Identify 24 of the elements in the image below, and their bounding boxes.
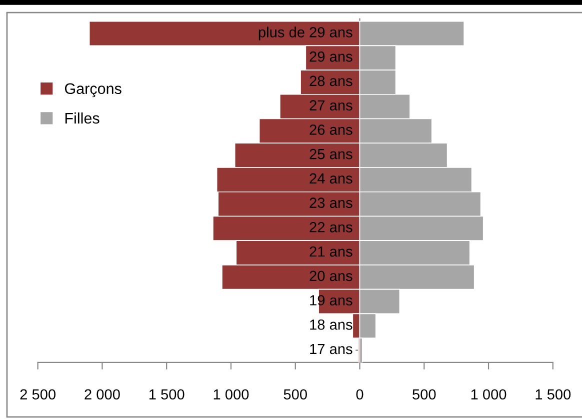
- y-tick-label: 26 ans: [310, 124, 352, 135]
- y-tick-label: 17 ans: [310, 344, 352, 354]
- y-tick-label: 27 ans: [310, 100, 352, 110]
- legend-label: Filles: [65, 112, 100, 124]
- y-tick-label: 22 ans: [310, 222, 352, 232]
- x-tick-label: 1 500: [149, 389, 184, 400]
- x-tick-label: 500: [284, 389, 307, 400]
- y-tick-label: 25 ans: [310, 148, 352, 160]
- y-tick-label: 18 ans: [310, 319, 352, 330]
- x-tick-label: 2 500: [20, 389, 56, 400]
- y-tick-label: 21 ans: [310, 246, 352, 257]
- x-tick-label: 1 000: [214, 389, 249, 400]
- x-tick-label: 2 000: [84, 389, 120, 400]
- y-tick-label: 24 ans: [310, 173, 352, 184]
- y-tick-label: 29 ans: [310, 51, 352, 62]
- legend-label: Garçons: [64, 83, 122, 98]
- x-tick-label: 1 000: [471, 389, 506, 400]
- x-tick-label: 1 500: [536, 389, 571, 400]
- x-tick-label: 0: [356, 389, 364, 400]
- y-tick-label: plus de 29 ans: [258, 26, 352, 40]
- x-tick-label: 500: [412, 389, 436, 400]
- y-tick-label: 20 ans: [310, 270, 352, 282]
- y-tick-label: 23 ans: [310, 198, 352, 208]
- y-tick-label: 28 ans: [310, 76, 352, 86]
